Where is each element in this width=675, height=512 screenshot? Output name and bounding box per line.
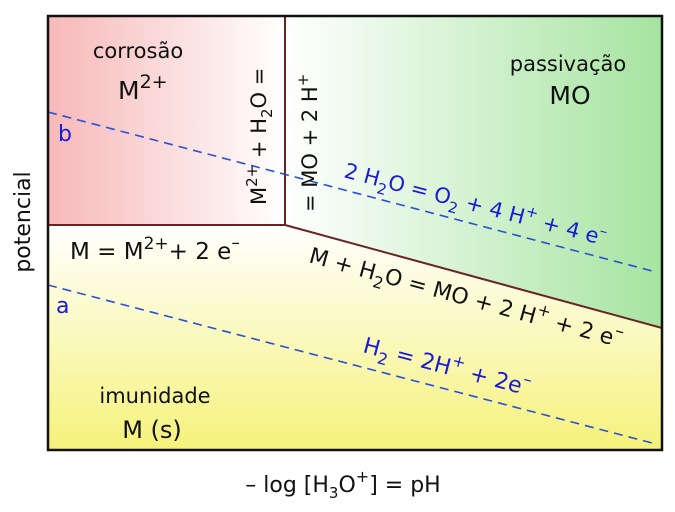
line-b-tag: b — [58, 122, 72, 147]
corrosion-species: M2+ — [118, 71, 168, 105]
vertical-equation-left: M2+ + H2O = — [243, 68, 276, 205]
immunity-title: imunidade — [99, 384, 210, 408]
immunity-species: M (s) — [122, 416, 182, 444]
immunity-region — [48, 225, 662, 450]
y-axis-label: potencial — [11, 171, 36, 272]
phase-boundaries — [48, 16, 663, 329]
passivation-immunity-boundary — [284, 224, 663, 329]
plot-frame — [46, 14, 664, 452]
passivation-title: passivação — [510, 52, 626, 76]
corrosion-title: corrosão — [93, 39, 183, 63]
corrosion-immunity-equation: M = M2++ 2 e– — [70, 233, 240, 265]
vertical-equation-right: = MO + 2 H+ — [294, 74, 322, 212]
passivation-species: MO — [549, 81, 590, 110]
line-a-tag: a — [56, 294, 69, 319]
corrosion-region — [48, 16, 285, 225]
x-axis-label: – log [H3O+] = pH — [245, 467, 440, 502]
